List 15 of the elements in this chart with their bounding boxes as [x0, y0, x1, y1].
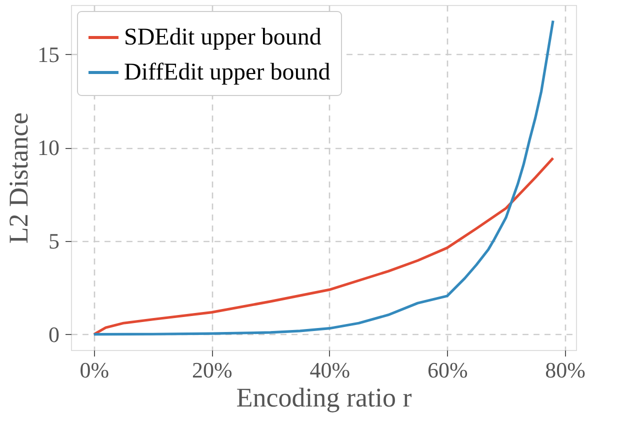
x-tick-label: 60% [427, 358, 468, 382]
x-tick-label: 20% [192, 358, 232, 382]
x-tick-label: 0% [80, 358, 110, 382]
x-tick-label: 80% [545, 358, 586, 382]
line-series [92, 19, 554, 336]
legend-label: DiffEdit upper bound [124, 60, 330, 86]
y-tick-label: 0 [48, 322, 60, 347]
y-tick-label: 15 [38, 42, 60, 67]
legend-label: SDEdit upper bound [124, 24, 322, 50]
y-tick-label: 10 [38, 135, 60, 160]
x-tick-label: 40% [310, 358, 350, 382]
y-axis-title: L2 Distance [4, 112, 34, 244]
y-tick-label: 5 [48, 228, 60, 254]
line-series [92, 156, 554, 336]
x-axis-title: Encoding ratio r [236, 382, 412, 412]
